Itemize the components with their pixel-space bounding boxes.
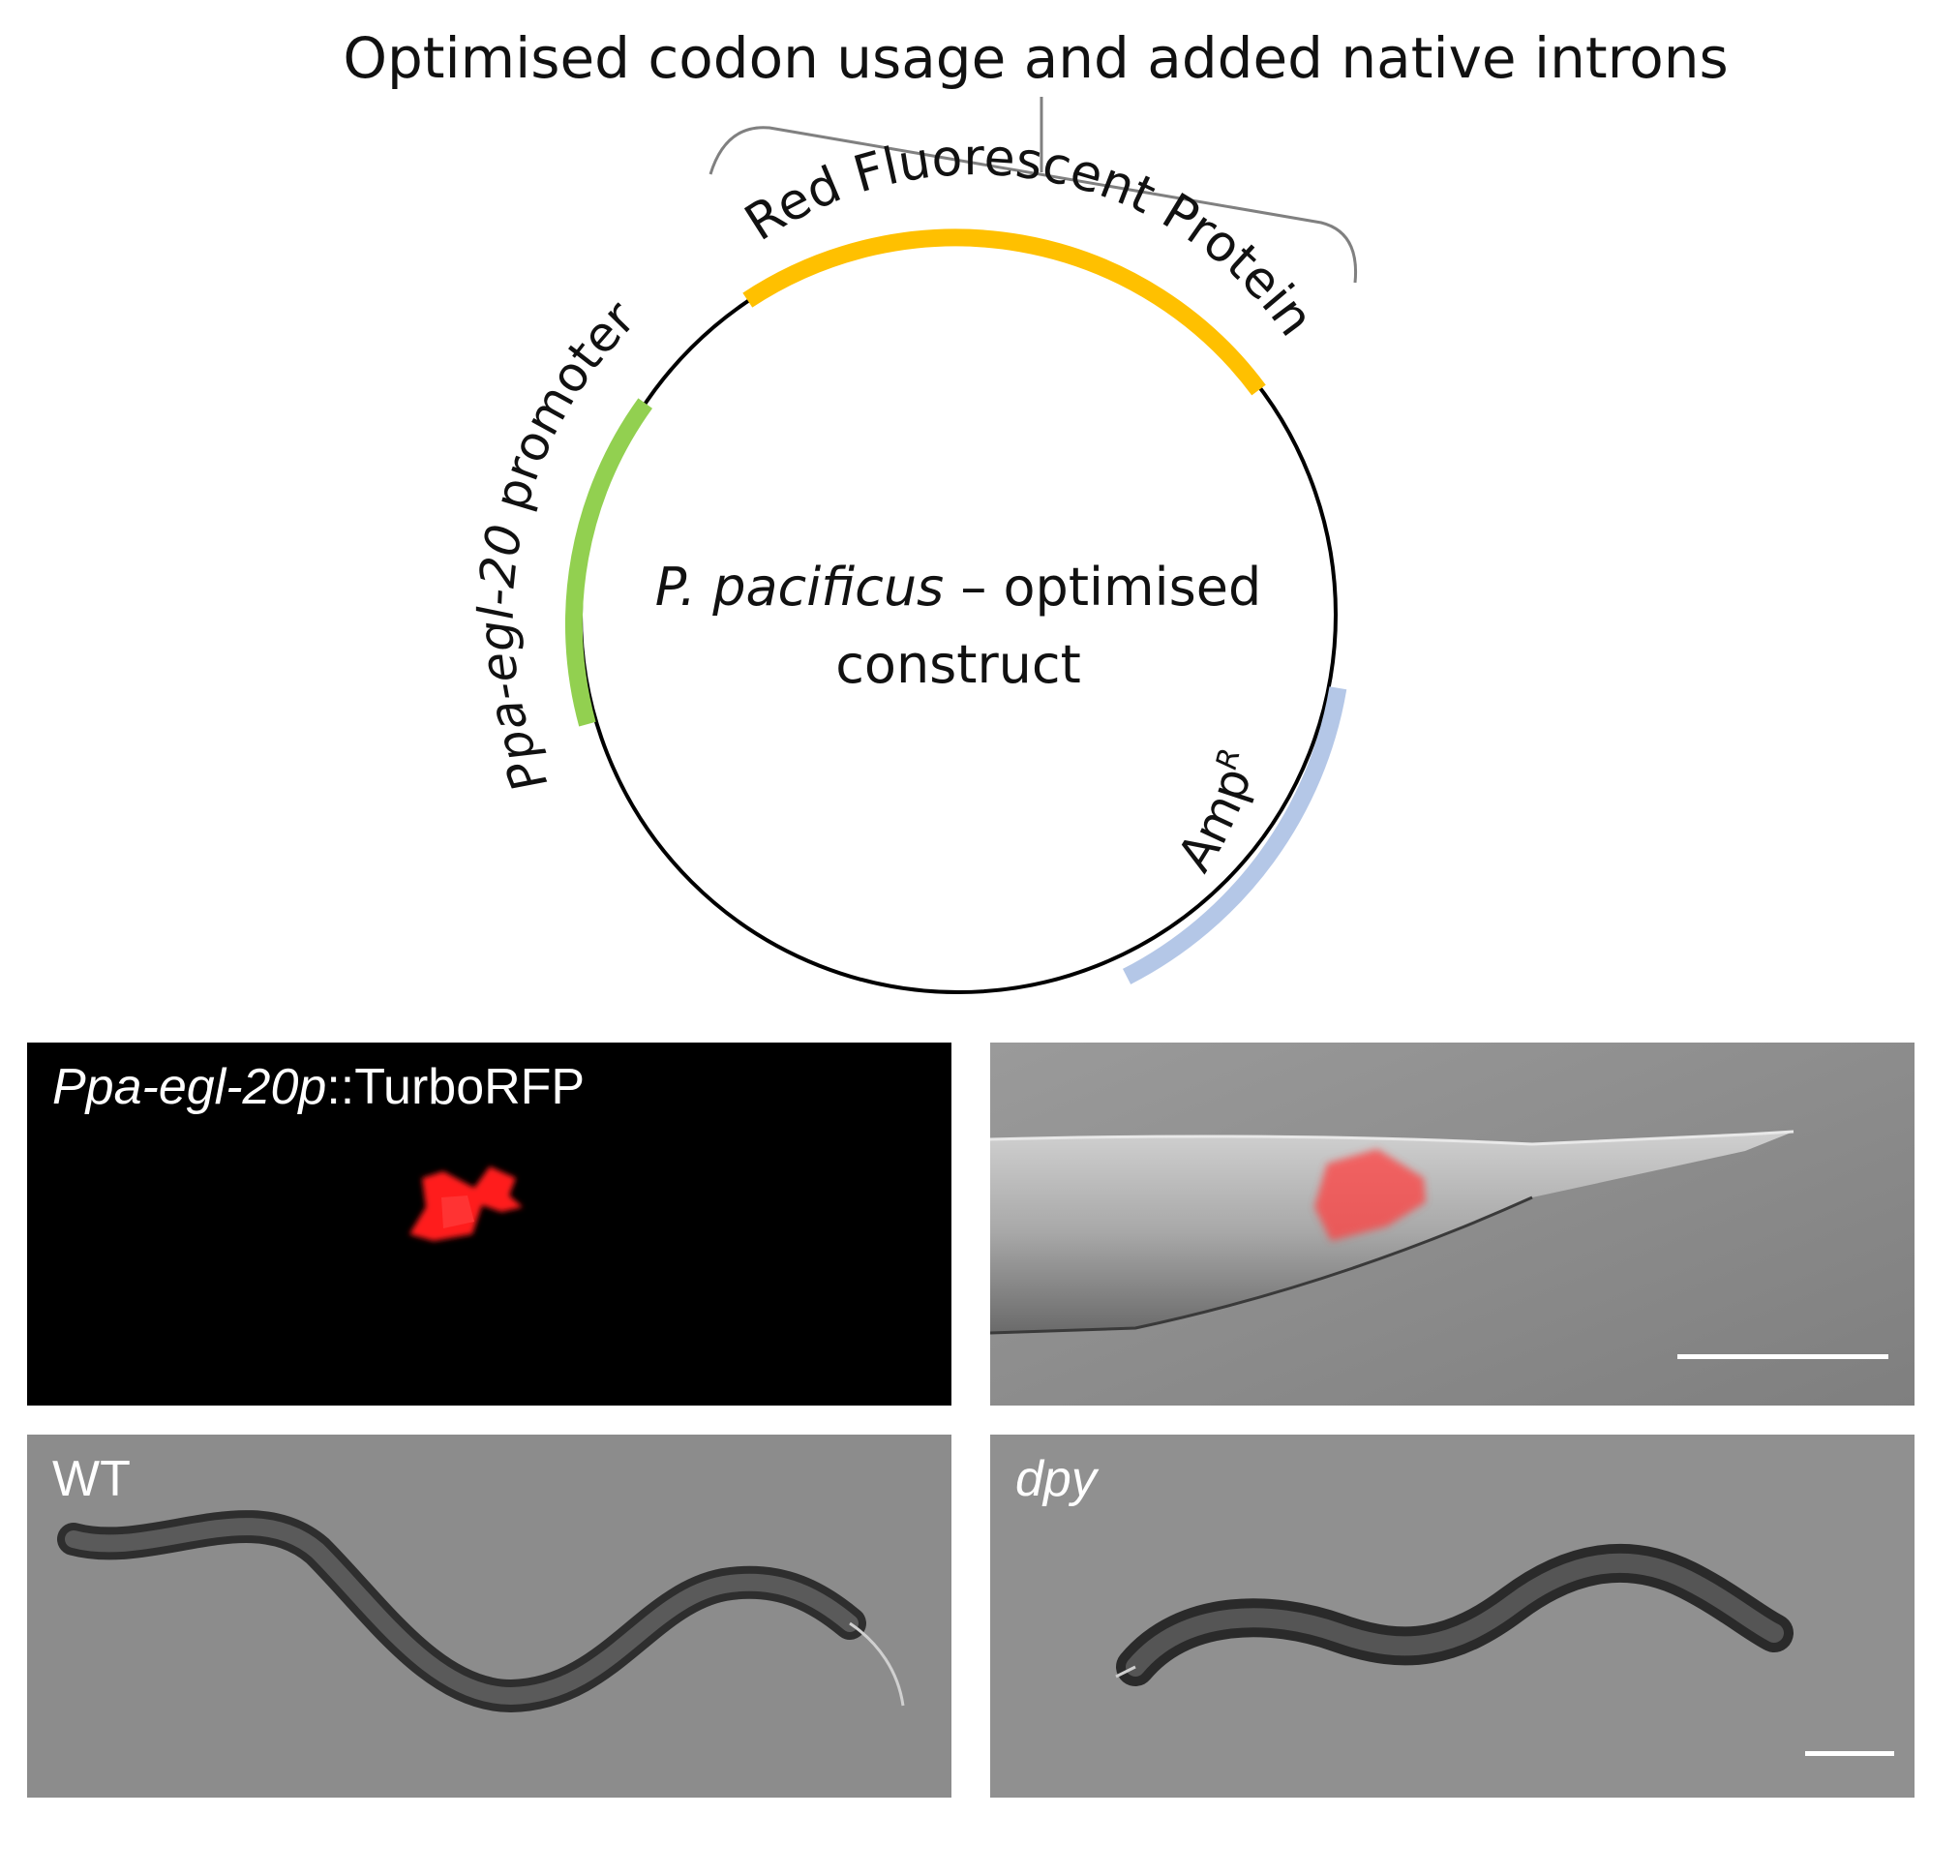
dpy-panel: dpy (990, 1435, 1915, 1798)
construct-label-line2: construct (835, 634, 1081, 695)
fluorescence-panel: Ppa-egl-20p::TurboRFP (27, 1043, 951, 1406)
wt-panel: WT (27, 1435, 951, 1798)
ampr-label: AmpR (1166, 744, 1262, 881)
scale-bar-top (1677, 1354, 1888, 1359)
overlay-panel (990, 1043, 1915, 1406)
construct-label: P. pacificus – optimised (655, 557, 1262, 618)
wt-label: WT (52, 1451, 131, 1507)
rfp-signal-image (409, 1166, 523, 1241)
worm-tail-image (990, 1043, 1915, 1406)
dpy-worm-image (1115, 1543, 1794, 1686)
promoter-label: Ppa-egl-20 promoter (468, 289, 647, 800)
wt-worm-image (57, 1510, 905, 1713)
promoter-arc (565, 398, 653, 727)
figure-title: Optimised codon usage and added native i… (343, 25, 1728, 91)
fluorescence-panel-label: Ppa-egl-20p::TurboRFP (52, 1059, 586, 1115)
annotation-bracket (709, 126, 1358, 284)
dpy-label: dpy (1015, 1451, 1097, 1507)
plasmid-map: Optimised codon usage and added native i… (343, 25, 1729, 994)
ampr-arc (1122, 686, 1347, 984)
rfp-arc (742, 228, 1266, 396)
scale-bar-bottom (1805, 1751, 1894, 1756)
